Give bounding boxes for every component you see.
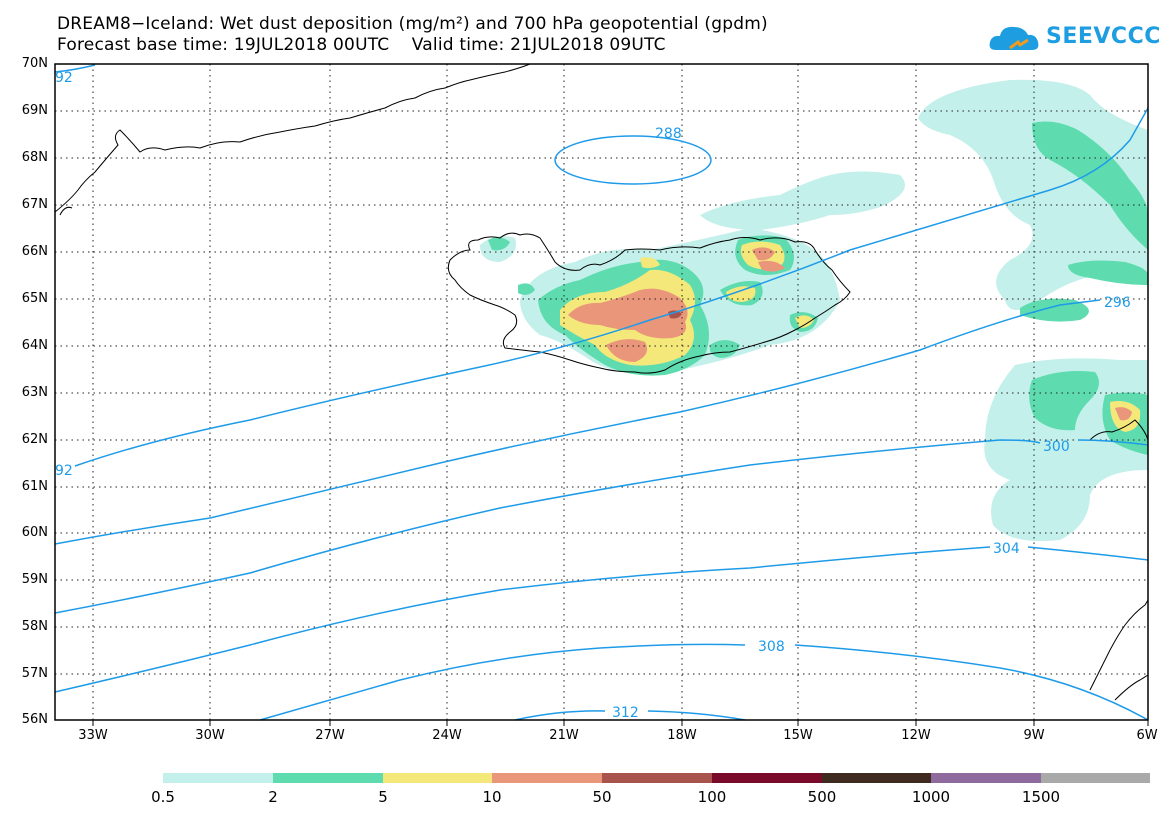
contour-label-300: 300 <box>1043 439 1070 455</box>
colorbar-label-3: 10 <box>482 788 502 806</box>
lat-label-63n: 63N <box>21 385 48 400</box>
colorbar-bin-8 <box>1041 773 1150 783</box>
dust-deposition-shading <box>480 79 1148 541</box>
contour-label-292-top: 92 <box>55 70 73 86</box>
map-title: DREAM8−Iceland: Wet dust deposition (mg/… <box>57 14 768 34</box>
lon-label-27w: 27W <box>315 728 345 743</box>
colorbar-bin-6 <box>822 773 931 783</box>
lat-label-66n: 66N <box>21 244 48 259</box>
lat-label-58n: 58N <box>21 619 48 634</box>
colorbar-bin-1 <box>273 773 383 783</box>
lon-label-6w: 6W <box>1136 728 1158 743</box>
colorbar-label-2: 5 <box>378 788 388 806</box>
colorbar-label-5: 100 <box>697 788 727 806</box>
colorbar-bin-7 <box>931 773 1041 783</box>
lat-label-56n: 56N <box>21 712 48 727</box>
colorbar-label-7: 1000 <box>911 788 951 806</box>
contour-label-312: 312 <box>612 705 639 721</box>
lat-label-64n: 64N <box>21 338 48 353</box>
cloud-icon <box>989 26 1039 50</box>
graticule <box>55 64 1148 720</box>
contour-label-288: 288 <box>655 126 682 142</box>
colorbar-label-8: 1500 <box>1021 788 1061 806</box>
colorbar-label-1: 2 <box>268 788 278 806</box>
colorbar-label-4: 50 <box>592 788 612 806</box>
lat-label-65n: 65N <box>21 291 48 306</box>
lat-label-60n: 60N <box>21 525 48 540</box>
colorbar <box>163 773 1150 783</box>
lon-label-30w: 30W <box>195 728 225 743</box>
lon-label-18w: 18W <box>667 728 697 743</box>
contour-label-296: 296 <box>1104 295 1131 311</box>
lat-label-57n: 57N <box>21 666 48 681</box>
map-frame <box>54 63 1149 721</box>
lat-label-59n: 59N <box>21 572 48 587</box>
colorbar-bin-5 <box>712 773 822 783</box>
lon-label-21w: 21W <box>549 728 579 743</box>
lat-label-68n: 68N <box>21 150 48 165</box>
colorbar-bin-2 <box>383 773 492 783</box>
forecast-times: Forecast base time: 19JUL2018 00UTC Vali… <box>57 35 666 55</box>
contour-label-304: 304 <box>993 541 1020 557</box>
lon-label-15w: 15W <box>783 728 813 743</box>
geopotential-contours <box>54 64 1149 721</box>
lon-label-9w: 9W <box>1023 728 1045 743</box>
lat-label-69n: 69N <box>21 103 48 118</box>
contour-label-292-left: 92 <box>55 463 73 479</box>
colorbar-bin-0 <box>163 773 273 783</box>
colorbar-label-6: 500 <box>807 788 837 806</box>
colorbar-label-0: 0.5 <box>151 788 175 806</box>
lon-label-24w: 24W <box>432 728 462 743</box>
colorbar-bin-4 <box>602 773 712 783</box>
contour-labels: 288 92 292 92 296 300 304 308 312 <box>55 70 1131 721</box>
axis-ticks <box>92 720 1149 726</box>
lon-label-33w: 33W <box>78 728 108 743</box>
lon-label-12w: 12W <box>901 728 931 743</box>
colorbar-bin-3 <box>492 773 602 783</box>
coastline <box>54 63 1149 701</box>
lat-label-67n: 67N <box>21 197 48 212</box>
lat-label-70n: 70N <box>21 56 48 71</box>
contour-label-308: 308 <box>758 639 785 655</box>
lat-label-62n: 62N <box>21 432 48 447</box>
logo-text: SEEVCCC <box>1046 24 1161 49</box>
lat-label-61n: 61N <box>21 479 48 494</box>
